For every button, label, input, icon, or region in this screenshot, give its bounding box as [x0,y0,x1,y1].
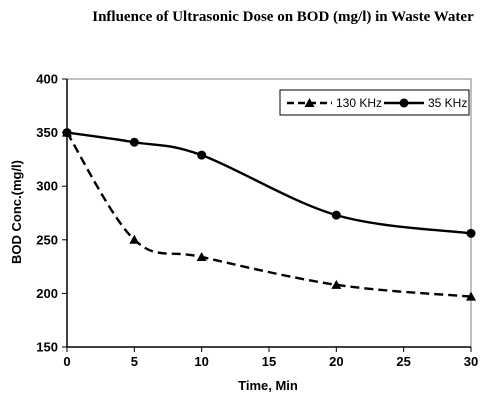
legend: 130 KHz 35 KHz [279,89,470,116]
series-layer [62,127,476,301]
x-axis: 0 5 10 15 20 25 30 [63,346,478,369]
data-point-35-khz [197,150,207,160]
data-point-35-khz [129,137,139,147]
data-point-130-khz [129,234,140,244]
legend-label-35-khz: 35 KHz [428,96,467,110]
y-tick-label: 350 [36,125,58,140]
y-tick-label: 250 [36,232,58,247]
legend-marker-35-khz [399,98,409,108]
x-tick-label: 5 [131,354,138,369]
y-axis: 150 200 250 300 350 400 [36,72,68,355]
y-axis-title: BOD Conc.(mg/l) [9,160,24,264]
data-point-130-khz [466,291,476,301]
y-tick-label: 200 [36,286,58,301]
x-tick-label: 0 [63,354,70,369]
chart-title: Influence of Ultrasonic Dose on BOD (mg/… [92,9,474,25]
data-point-35-khz [331,210,341,220]
y-tick-label: 150 [36,340,58,355]
x-tick-label: 10 [194,354,208,369]
y-tick-label: 300 [36,179,58,194]
x-tick-label: 30 [464,354,478,369]
x-axis-title: Time, Min [238,378,298,393]
x-tick-label: 15 [262,354,276,369]
series-line-130-khz [65,131,472,298]
legend-box [279,89,470,116]
legend-label-130-khz: 130 KHz [336,96,382,110]
data-point-35-khz [62,128,72,138]
x-tick-label: 25 [396,354,410,369]
series-line-35-khz [66,131,472,235]
data-point-35-khz [466,228,476,238]
y-tick-label: 400 [36,72,58,87]
legend-marker-130-khz [304,98,315,107]
data-point-130-khz [196,251,207,261]
plot-area [66,78,472,348]
data-point-130-khz [331,279,342,289]
x-tick-label: 20 [329,354,343,369]
